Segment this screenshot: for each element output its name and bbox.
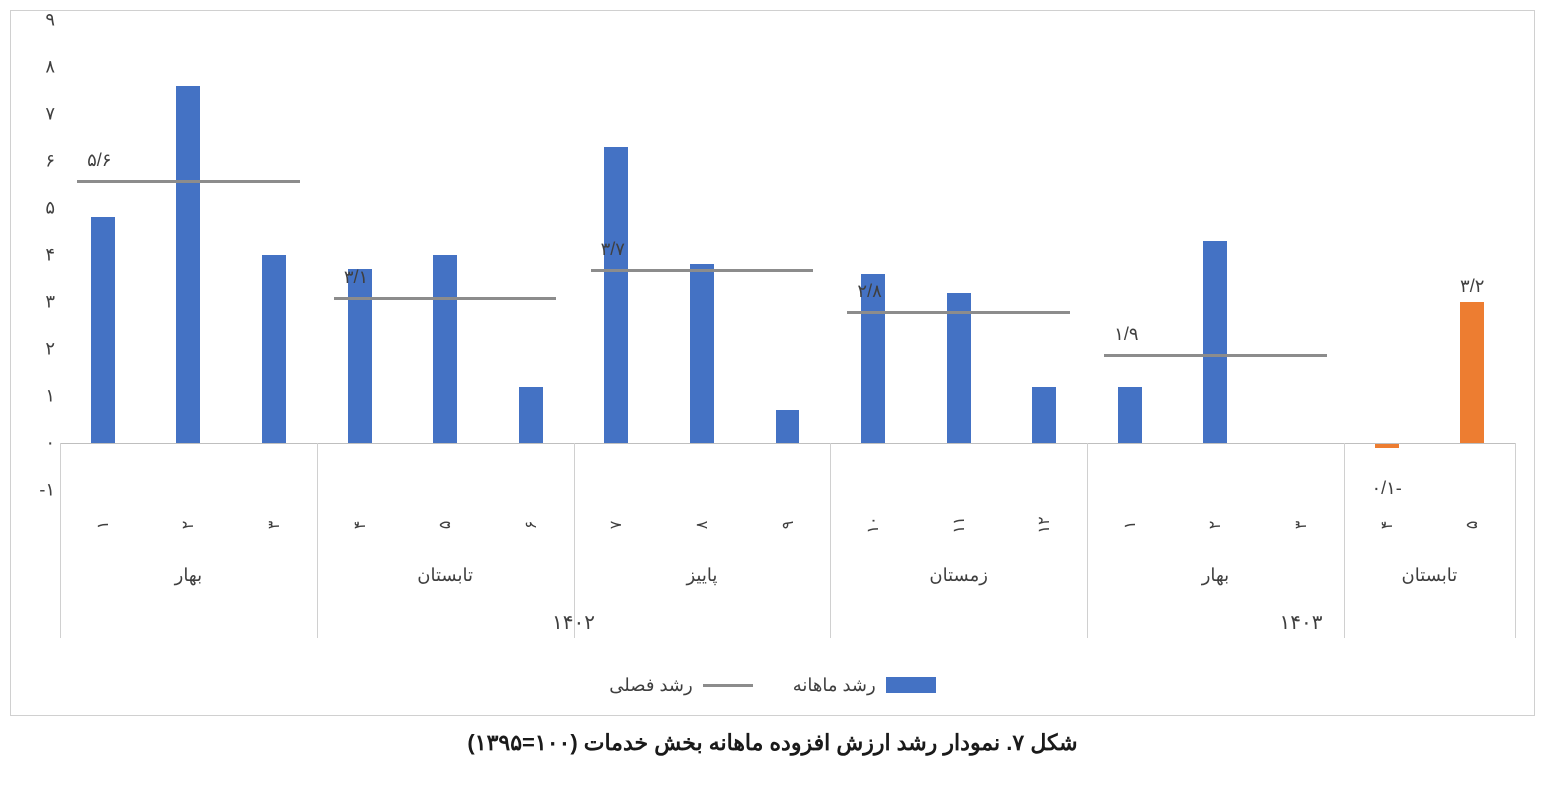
y-tick-label: ۵ (45, 198, 55, 219)
season-separator (317, 443, 318, 638)
month-label: ۲ (1205, 521, 1225, 530)
y-tick-label: ۳ (45, 292, 55, 313)
y-tick-label: ۸ (45, 57, 55, 78)
bar (91, 217, 115, 443)
season-separator (574, 443, 575, 638)
bar (519, 387, 543, 443)
month-label: ۷ (606, 521, 626, 530)
bar (1460, 302, 1484, 443)
month-label: ۶ (521, 521, 541, 530)
quarter-value-label: ۳/۱ (344, 267, 368, 288)
quarter-value-label: ۱/۹ (1114, 324, 1138, 345)
season-separator (1087, 443, 1088, 638)
month-label: ۵ (1462, 521, 1482, 530)
quarter-line (77, 180, 300, 183)
month-label: ۳ (264, 521, 284, 530)
bar (604, 147, 628, 443)
bar (1203, 241, 1227, 443)
quarter-line (1104, 354, 1327, 357)
bar (348, 269, 372, 443)
bar (776, 410, 800, 443)
year-labels-row: ۱۴۰۲۱۴۰۳ (60, 610, 1515, 640)
y-tick-label: ۹ (45, 10, 55, 31)
chart-caption: شکل ۷. نمودار رشد ارزش افزوده ماهانه بخش… (10, 730, 1535, 756)
y-tick-label: ۲ (45, 339, 55, 360)
y-tick-label: ۰ (45, 433, 55, 454)
bar-value-label: ۳/۲ (1460, 276, 1484, 297)
season-separator (1344, 443, 1345, 638)
legend-swatch-line (703, 684, 753, 687)
y-tick-label: ۶ (45, 151, 55, 172)
legend-item-bar: رشد ماهانه (793, 675, 936, 696)
legend-bar-label: رشد ماهانه (793, 675, 876, 696)
bar (947, 293, 971, 443)
month-label: ۳ (1291, 521, 1311, 530)
season-separator (1515, 443, 1516, 638)
bar (690, 264, 714, 443)
quarter-line (847, 311, 1070, 314)
season-separator (60, 443, 61, 638)
legend-item-line: رشد فصلی (609, 675, 752, 696)
season-label: زمستان (929, 565, 988, 586)
chart-container: ۱-۰۱۲۳۴۵۶۷۸۹ -۰/۱۳/۲۵/۶۳/۱۳/۷۲/۸۱/۹ ۱۲۳۴… (10, 10, 1535, 786)
month-label: ۵ (435, 521, 455, 530)
legend-line-label: رشد فصلی (609, 675, 692, 696)
month-label: ۹ (778, 521, 798, 530)
month-label: ۱ (1120, 521, 1140, 530)
quarter-line (334, 297, 557, 300)
season-label: تابستان (417, 565, 473, 586)
month-labels-row: ۱۲۳۴۵۶۷۸۹۱۰۱۱۱۲۱۲۳۴۵ (60, 490, 1515, 560)
month-label: ۱ (93, 521, 113, 530)
bar (176, 86, 200, 443)
season-labels-row: بهار تابستان پاییز زمستان بهار تابستان (60, 565, 1515, 595)
y-tick-label: ۱- (39, 480, 55, 501)
season-label: بهار (1202, 565, 1229, 586)
y-tick-label: ۷ (45, 104, 55, 125)
month-label: ۴ (1377, 521, 1397, 530)
quarter-line (591, 269, 814, 272)
bar (262, 255, 286, 443)
y-axis: ۱-۰۱۲۳۴۵۶۷۸۹ (15, 20, 55, 490)
season-separator (830, 443, 831, 638)
quarter-value-label: ۳/۷ (601, 239, 625, 260)
plot-area: ۱-۰۱۲۳۴۵۶۷۸۹ -۰/۱۳/۲۵/۶۳/۱۳/۷۲/۸۱/۹ (60, 20, 1515, 490)
month-label: ۱۰ (863, 516, 883, 533)
year-label: ۱۴۰۳ (1280, 610, 1323, 635)
bar (433, 255, 457, 443)
month-label: ۸ (692, 521, 712, 530)
season-label: بهار (175, 565, 202, 586)
month-label: ۲ (178, 521, 198, 530)
bar (1032, 387, 1056, 443)
legend: رشد ماهانه رشد فصلی (10, 670, 1535, 700)
month-label: ۴ (350, 521, 370, 530)
season-label: پاییز (686, 565, 717, 586)
bars-layer: -۰/۱۳/۲۵/۶۳/۱۳/۷۲/۸۱/۹ (60, 20, 1515, 490)
month-label: ۱۱ (949, 516, 969, 533)
y-tick-label: ۱ (45, 386, 55, 407)
quarter-value-label: ۵/۶ (87, 150, 111, 171)
bar (1118, 387, 1142, 443)
legend-swatch-bar (886, 677, 936, 693)
y-tick-label: ۴ (45, 245, 55, 266)
month-label: ۱۲ (1034, 516, 1054, 533)
quarter-value-label: ۲/۸ (857, 281, 881, 302)
season-label: تابستان (1402, 565, 1458, 586)
